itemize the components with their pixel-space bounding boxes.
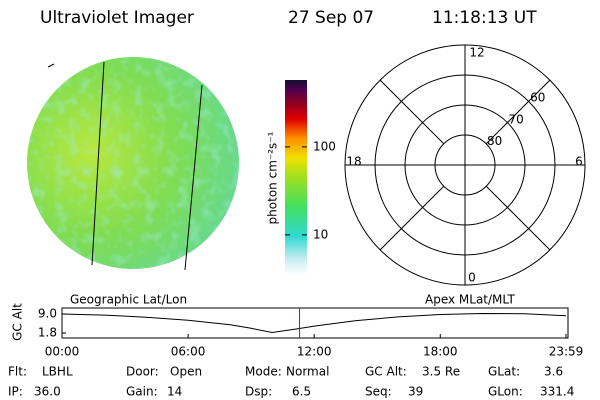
mlat-mlt-label: Apex MLat/MLT — [425, 293, 515, 307]
y-axis-label: GC Alt — [11, 303, 25, 341]
date: 27 Sep 07 — [288, 8, 374, 28]
x-tick-label: 23:59 — [549, 345, 584, 359]
field-label: Dsp: — [245, 385, 272, 399]
altitude-curve — [61, 312, 567, 334]
field-value: 36.0 — [34, 385, 61, 399]
x-tick-label: 06:00 — [171, 345, 206, 359]
field-value: 331.4 — [540, 385, 574, 399]
field-value: Open — [170, 365, 202, 379]
earth-image — [27, 57, 239, 271]
mlt-label: 18 — [346, 155, 361, 169]
mlt-label: 0 — [468, 271, 476, 285]
polar-lat-label: 60 — [530, 91, 545, 105]
altitude-frame — [61, 307, 569, 339]
colorbar-tick-label: 100 — [313, 139, 336, 153]
field-value: 39 — [408, 385, 423, 399]
polar-diagonal — [379, 185, 445, 251]
x-tick-label: 00:00 — [45, 345, 80, 359]
field-label: IP: — [8, 385, 23, 399]
meridian — [184, 84, 203, 271]
mlt-label: 12 — [469, 46, 484, 60]
field-value: 14 — [167, 385, 182, 399]
field-label: Mode: — [245, 365, 282, 379]
colorbar-tick-label: 10 — [313, 227, 328, 241]
colorbar-label: photon cm⁻²s⁻¹ — [266, 131, 280, 224]
meridian — [91, 61, 105, 266]
polar-diagonal — [485, 79, 551, 145]
polar-diagonal — [485, 185, 551, 251]
x-tick-label: 12:00 — [297, 345, 332, 359]
polar-diagonal — [379, 79, 445, 145]
field-label: GC Alt: — [365, 365, 407, 379]
y-tick-label: 9.0 — [38, 307, 57, 321]
earth-texture — [27, 57, 239, 269]
mark — [47, 63, 55, 68]
field-label: GLon: — [488, 385, 523, 399]
x-tick-label: 18:00 — [423, 345, 458, 359]
title: Ultraviolet Imager — [40, 8, 194, 28]
field-value: 6.5 — [292, 385, 311, 399]
field-label: Gain: — [126, 385, 158, 399]
time: 11:18:13 UT — [432, 8, 537, 28]
lat-lon-label: Geographic Lat/Lon — [70, 293, 187, 307]
field-value: 3.5 Re — [422, 365, 460, 379]
polar-lat-label: 80 — [487, 134, 502, 148]
mlt-label: 6 — [575, 155, 583, 169]
field-value: 3.6 — [544, 365, 563, 379]
colorbar — [285, 80, 307, 275]
field-label: Door: — [126, 365, 159, 379]
field-label: GLat: — [488, 365, 520, 379]
field-value: Normal — [286, 365, 329, 379]
field-label: Flt: — [8, 365, 27, 379]
field-label: Seq: — [365, 385, 392, 399]
polar-lat-label: 70 — [509, 112, 524, 126]
y-tick-label: 1.8 — [38, 326, 57, 340]
field-value: LBHL — [42, 365, 73, 379]
